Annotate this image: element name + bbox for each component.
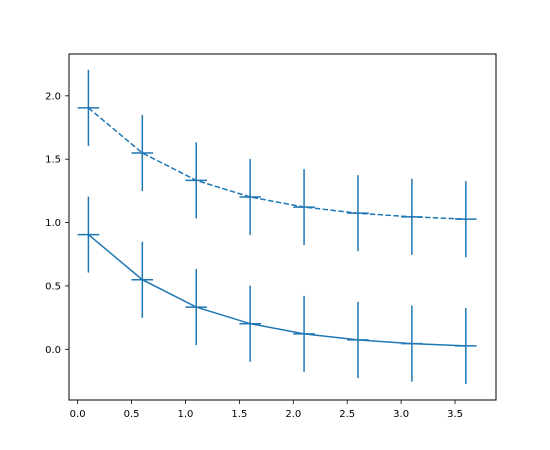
x-tick-label: 2.0 <box>285 409 301 420</box>
series-0 <box>77 196 477 384</box>
x-tick-label: 1.5 <box>231 409 247 420</box>
x-axis: 0.0 0.5 1.0 1.5 2.0 2.5 3.0 3.5 <box>70 400 463 420</box>
y-axis: 0.0 0.5 1.0 1.5 2.0 <box>45 91 69 356</box>
y-tick-label: 1.5 <box>45 155 61 166</box>
y-tick-label: 0.0 <box>45 345 61 356</box>
y-tick-label: 0.5 <box>45 281 61 292</box>
x-tick-label: 3.5 <box>447 409 463 420</box>
y-tick-label: 2.0 <box>45 91 61 102</box>
x-tick-label: 0.0 <box>70 409 86 420</box>
axes-frame <box>68 53 497 401</box>
x-tick-label: 3.0 <box>393 409 409 420</box>
x-tick-label: 0.5 <box>124 409 140 420</box>
x-tick-label: 1.0 <box>178 409 194 420</box>
y-tick-label: 1.0 <box>45 218 61 229</box>
plot-area <box>77 69 477 384</box>
x-tick-label: 2.5 <box>339 409 355 420</box>
series-1 <box>77 69 477 258</box>
